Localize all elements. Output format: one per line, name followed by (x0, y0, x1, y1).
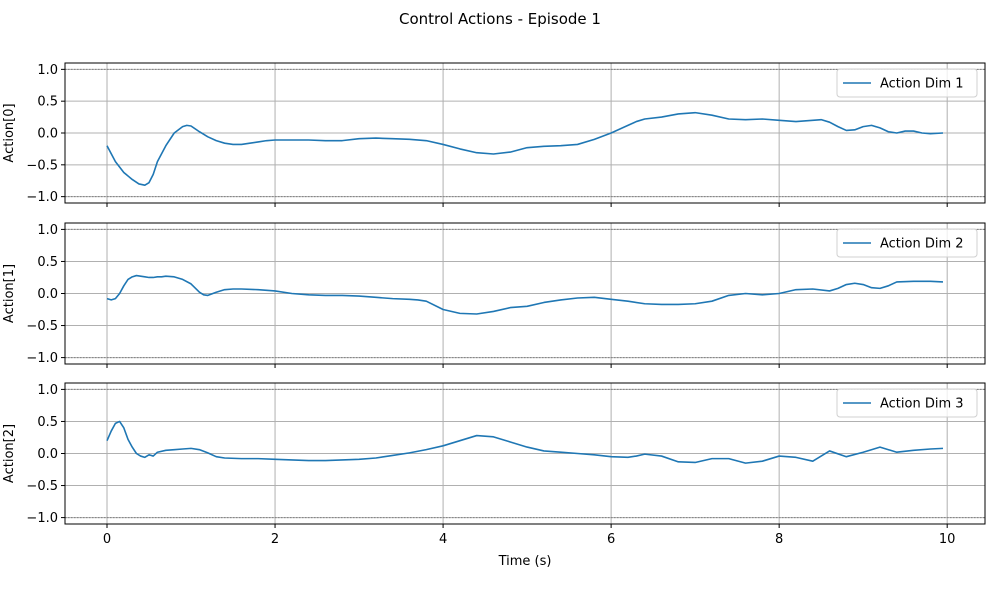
legend-label: Action Dim 2 (880, 237, 964, 252)
y-tick-label: 0.5 (37, 255, 58, 270)
y-tick-label: −1.0 (26, 190, 58, 205)
y-axis-label: Action[1] (2, 264, 17, 323)
legend: Action Dim 1 (836, 68, 978, 98)
y-axis-label: Action[0] (2, 103, 17, 162)
x-tick-label: 4 (439, 532, 447, 547)
y-tick-label: 1.0 (37, 383, 58, 398)
subplot-3: −1.0 −0.5 0.0 0.5 1.0 0 2 4 6 8 10 Action[2] Time (s… (2, 382, 986, 569)
y-tick-label: −0.5 (26, 158, 58, 173)
y-tick-label: 0.0 (37, 127, 58, 142)
y-tick-label: 0.5 (37, 415, 58, 430)
y-tick-label: 0.0 (37, 447, 58, 462)
y-tick-label: 1.0 (37, 223, 58, 238)
x-tick-label: 6 (607, 532, 615, 547)
x-tick-label: 0 (103, 532, 111, 547)
x-axis-label: Time (s) (498, 554, 552, 569)
legend-label: Action Dim 3 (880, 397, 964, 412)
figure-title: Control Actions - Episode 1 (399, 10, 601, 28)
y-tick-label: 1.0 (37, 63, 58, 78)
legend-box (836, 228, 978, 258)
x-tick-label: 10 (939, 532, 956, 547)
x-tick-label: 8 (775, 532, 783, 547)
y-tick-label: −1.0 (26, 511, 58, 526)
series-line (106, 111, 944, 186)
y-axis-label: Action[2] (2, 424, 17, 483)
y-tick-label: 0.5 (37, 95, 58, 110)
series-line (106, 274, 944, 315)
legend: Action Dim 3 (836, 388, 978, 418)
series-line (106, 420, 944, 464)
legend-box (836, 388, 978, 418)
x-tick-label: 2 (271, 532, 279, 547)
subplot-2: −1.0 −0.5 0.0 0.5 1.0 Action[1] Action Dim 2 (2, 222, 986, 368)
subplot-1: −1.0 −0.5 0.0 0.5 1.0 Action[0] Action Dim 1 (2, 62, 986, 207)
y-tick-label: 0.0 (37, 287, 58, 302)
y-tick-label: −0.5 (26, 479, 58, 494)
legend: Action Dim 2 (836, 228, 978, 258)
legend-label: Action Dim 1 (880, 77, 964, 92)
y-tick-label: −0.5 (26, 319, 58, 334)
legend-box (836, 68, 978, 98)
y-tick-label: −1.0 (26, 351, 58, 366)
